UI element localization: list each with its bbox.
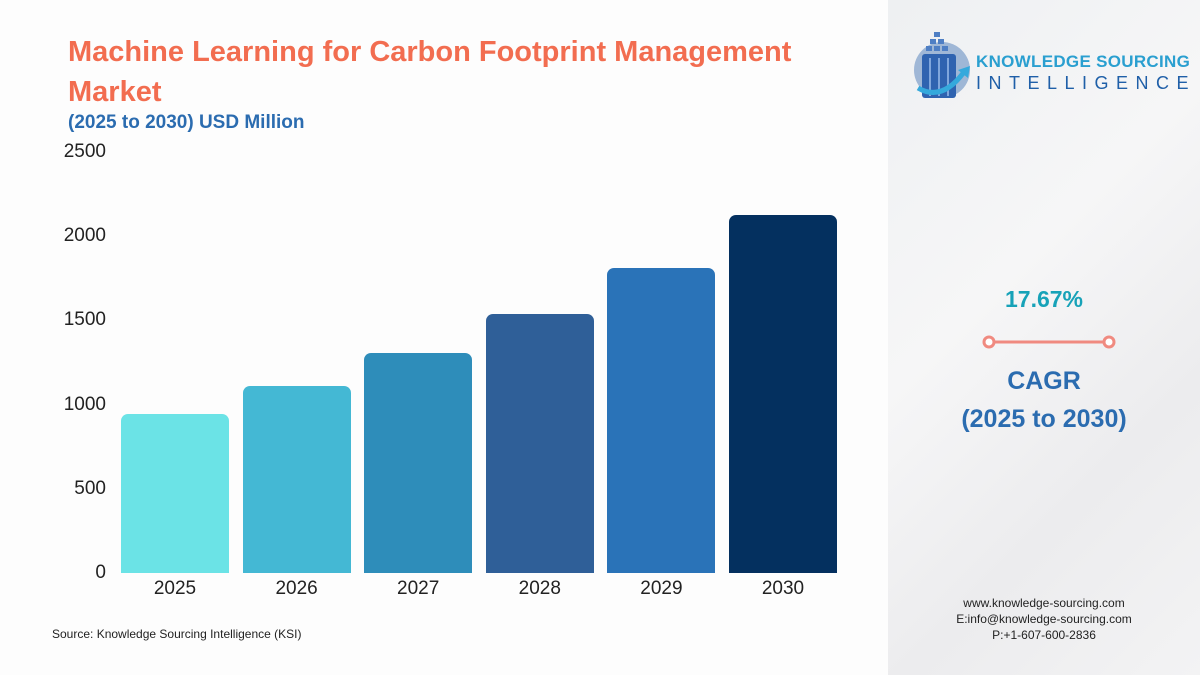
y-tick-label: 0	[95, 562, 106, 583]
cagr-label: CAGR	[1007, 367, 1081, 395]
cagr-connector-icon	[982, 335, 1116, 349]
x-tick-label: 2026	[275, 578, 318, 599]
ksi-logo-icon	[914, 32, 970, 98]
x-tick-label: 2025	[153, 578, 197, 599]
chart-title: Machine Learning for Carbon Footprint Ma…	[68, 36, 792, 108]
chart-subtitle: (2025 to 2030) USD Million	[68, 112, 305, 133]
contact-website[interactable]: www.knowledge-sourcing.com	[963, 596, 1125, 610]
bar-2025	[121, 414, 229, 573]
bar-2026	[242, 386, 351, 573]
contact-email[interactable]: E:info@knowledge-sourcing.com	[956, 612, 1132, 626]
y-tick-label: 2500	[63, 141, 106, 162]
y-tick-label: 1500	[63, 309, 106, 331]
x-tick-label: 2027	[397, 578, 440, 599]
cagr-period: (2025 to 2030)	[961, 405, 1127, 433]
right-panel	[888, 0, 1200, 675]
x-tick-label: 2028	[518, 578, 561, 599]
bar-2029	[607, 268, 716, 573]
x-tick-label: 2030	[761, 578, 805, 599]
bar-2027	[364, 353, 473, 573]
y-tick-label: 1000	[63, 393, 106, 415]
x-tick-label: 2029	[640, 578, 683, 599]
bar-2030	[729, 214, 837, 573]
bar-2028	[485, 314, 594, 573]
brand-name: KNOWLEDGE SOURCING	[976, 52, 1191, 71]
cagr-value: 17.67%	[1004, 286, 1083, 312]
y-tick-label: 2000	[63, 225, 106, 247]
y-tick-label: 500	[74, 477, 106, 499]
brand-subname: INTELLIGENCE	[976, 73, 1197, 93]
contact-phone: P:+1-607-600-2836	[992, 628, 1096, 642]
source-note: Source: Knowledge Sourcing Intelligence …	[52, 627, 302, 641]
